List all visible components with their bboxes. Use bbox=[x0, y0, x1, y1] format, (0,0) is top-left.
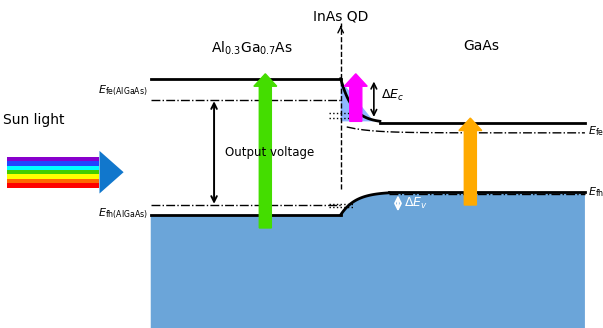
Text: $\Delta E_c$: $\Delta E_c$ bbox=[381, 88, 404, 104]
Bar bbox=[7, 183, 99, 188]
Bar bbox=[7, 174, 99, 179]
Bar bbox=[7, 166, 99, 170]
FancyArrow shape bbox=[459, 118, 482, 205]
Bar bbox=[7, 170, 99, 174]
Bar bbox=[7, 179, 99, 183]
Text: Sun light: Sun light bbox=[3, 113, 65, 127]
Text: $E_{\mathrm{fe(GaAs)}}$: $E_{\mathrm{fe(GaAs)}}$ bbox=[588, 125, 603, 139]
Polygon shape bbox=[99, 151, 124, 194]
Polygon shape bbox=[151, 192, 585, 328]
Text: Al$_{0.3}$Ga$_{0.7}$As: Al$_{0.3}$Ga$_{0.7}$As bbox=[211, 39, 292, 57]
Text: $E_{\mathrm{fe(AlGaAs)}}$: $E_{\mathrm{fe(AlGaAs)}}$ bbox=[98, 84, 148, 98]
Text: $\Delta E_v$: $\Delta E_v$ bbox=[404, 196, 428, 211]
Text: $E_{\mathrm{fh(GaAs)}}$: $E_{\mathrm{fh(GaAs)}}$ bbox=[588, 186, 603, 200]
Bar bbox=[7, 157, 99, 161]
Polygon shape bbox=[341, 80, 374, 121]
Text: $E_{\mathrm{fh(AlGaAs)}}$: $E_{\mathrm{fh(AlGaAs)}}$ bbox=[98, 207, 148, 221]
Text: InAs QD: InAs QD bbox=[313, 10, 368, 24]
Text: GaAs: GaAs bbox=[463, 39, 499, 53]
FancyArrow shape bbox=[344, 74, 367, 121]
FancyArrow shape bbox=[254, 74, 277, 228]
Bar bbox=[7, 161, 99, 166]
Text: Output voltage: Output voltage bbox=[225, 146, 314, 159]
